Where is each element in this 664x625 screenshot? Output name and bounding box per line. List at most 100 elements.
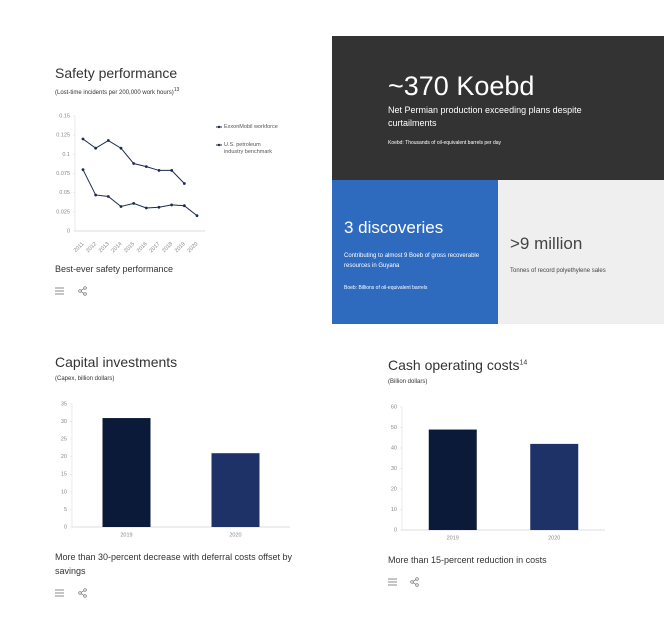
y-tick-label: 20 <box>61 454 67 460</box>
x-tick-label: 2016 <box>136 241 149 254</box>
legend-swatch <box>217 125 221 129</box>
highlight-tile: >9 million Tonnes of record polyethylene… <box>498 180 664 324</box>
y-tick-label: 15 <box>61 472 67 478</box>
tile-text: Net Permian production exceeding plans d… <box>388 105 582 128</box>
point <box>182 182 186 185</box>
y-tick-label: 0.075 <box>56 171 70 177</box>
y-tick-label: 0 <box>67 228 70 234</box>
x-tick-label: 2014 <box>111 241 124 254</box>
y-tick-label: 50 <box>391 425 397 431</box>
point <box>81 137 85 141</box>
subtitle-text: (Lost-time incidents per 200,000 work ho… <box>55 90 174 96</box>
x-tick-label: 2013 <box>98 241 111 254</box>
y-tick-label: 25 <box>61 437 67 443</box>
x-tick-label: 2019 <box>174 241 187 254</box>
line <box>82 138 185 184</box>
y-tick-label: 0 <box>64 524 67 530</box>
figure: 3 discoveries <box>344 218 444 237</box>
point <box>182 204 186 208</box>
y-tick-label: 10 <box>391 507 397 513</box>
point <box>157 205 161 209</box>
highlight-tile: ~370 Koebd Net Permian production exceed… <box>332 36 664 180</box>
x-tick-label: 2011 <box>73 241 86 254</box>
point <box>144 206 148 210</box>
tile-note: Boeb: Billions of oil-equivalent barrels <box>344 285 428 291</box>
bar <box>102 418 151 527</box>
footnote: 14 <box>519 359 528 367</box>
point <box>170 169 174 172</box>
line <box>82 169 198 217</box>
point <box>106 195 110 198</box>
point <box>195 214 199 218</box>
title-text: Safety performance <box>55 65 178 81</box>
y-tick-label: 60 <box>391 404 397 410</box>
bar <box>428 429 477 530</box>
y-tick-label: 35 <box>61 401 67 407</box>
chart: 0 5 10 15 20 25 30 35 2019 2020 <box>61 401 290 538</box>
table-icon[interactable] <box>55 287 65 295</box>
y-tick-label: 0 <box>394 527 397 533</box>
caption: Best-ever safety performance <box>55 264 174 274</box>
footnote: 13 <box>173 87 180 93</box>
y-tick-label: 0.05 <box>59 190 70 196</box>
legend-entry: ExxonMobil workforce <box>224 124 278 130</box>
chart: 0 10 20 30 40 50 60 2019 2020 <box>391 404 605 541</box>
legend-entry: U.S. petroleum industry benchmark <box>224 142 272 155</box>
point <box>157 169 161 172</box>
caption: More than 30-percent decrease with defer… <box>55 552 292 576</box>
chart-title: Capital investments <box>55 354 178 370</box>
tile-note: Koebd: Thousands of oil-equivalent barre… <box>388 140 502 146</box>
tile-text: Contributing to almost 9 Boeb of gross r… <box>344 253 480 269</box>
point <box>144 165 148 168</box>
x-tick-label: 2018 <box>161 241 174 254</box>
highlight-tile: 3 discoveries Contributing to almost 9 B… <box>332 180 498 324</box>
y-tick-label: 10 <box>61 489 67 495</box>
bar <box>211 453 260 527</box>
point <box>119 146 123 150</box>
y-tick-label: 30 <box>391 466 397 472</box>
y-tick-label: 30 <box>61 419 67 425</box>
point <box>94 193 98 197</box>
x-tick-label: 2017 <box>149 241 162 254</box>
x-tick-label: 2019 <box>447 535 459 541</box>
table-icon[interactable] <box>55 589 65 597</box>
chart-title: Safety performance <box>55 65 177 81</box>
legend-swatch <box>217 143 221 147</box>
point <box>94 146 98 150</box>
y-tick-label: 40 <box>391 445 397 451</box>
legend-swatches <box>216 125 222 147</box>
share-icon[interactable] <box>410 577 420 587</box>
table-icon[interactable] <box>388 578 398 586</box>
bar <box>530 443 579 530</box>
tile-text: Tonnes of record polyethylene sales <box>510 268 606 274</box>
chart-subtitle: (Lost-time incidents per 200,000 work ho… <box>55 87 179 96</box>
point <box>132 202 136 205</box>
point <box>81 168 85 172</box>
share-icon[interactable] <box>78 588 88 598</box>
title-text: Cash operating costs <box>388 357 520 373</box>
share-icon[interactable] <box>78 286 88 296</box>
point <box>170 203 174 207</box>
point <box>132 162 136 165</box>
y-tick-label: 0.125 <box>56 133 70 139</box>
y-tick-label: 0.1 <box>62 152 70 158</box>
point <box>119 205 123 208</box>
x-tick-label: 2019 <box>120 532 132 538</box>
chart-title: Cash operating costs14 <box>388 357 527 373</box>
x-tick-label: 2020 <box>548 535 560 541</box>
y-tick-label: 0.025 <box>56 209 70 215</box>
figure: ~370 Koebd <box>388 71 535 101</box>
figure: >9 million <box>510 234 583 253</box>
caption: More than 15-percent reduction in costs <box>388 555 547 565</box>
point <box>106 139 110 142</box>
chart-subtitle: (Capex, billion dollars) <box>55 376 115 382</box>
x-tick-label: 2012 <box>85 241 98 254</box>
x-tick-label: 2015 <box>123 241 136 254</box>
y-tick-label: 20 <box>391 486 397 492</box>
chart-subtitle: (Billion dollars) <box>388 379 428 385</box>
y-tick-label: 5 <box>64 507 67 513</box>
x-tick-label: 2020 <box>229 532 241 538</box>
x-tick-label: 2020 <box>187 241 200 254</box>
